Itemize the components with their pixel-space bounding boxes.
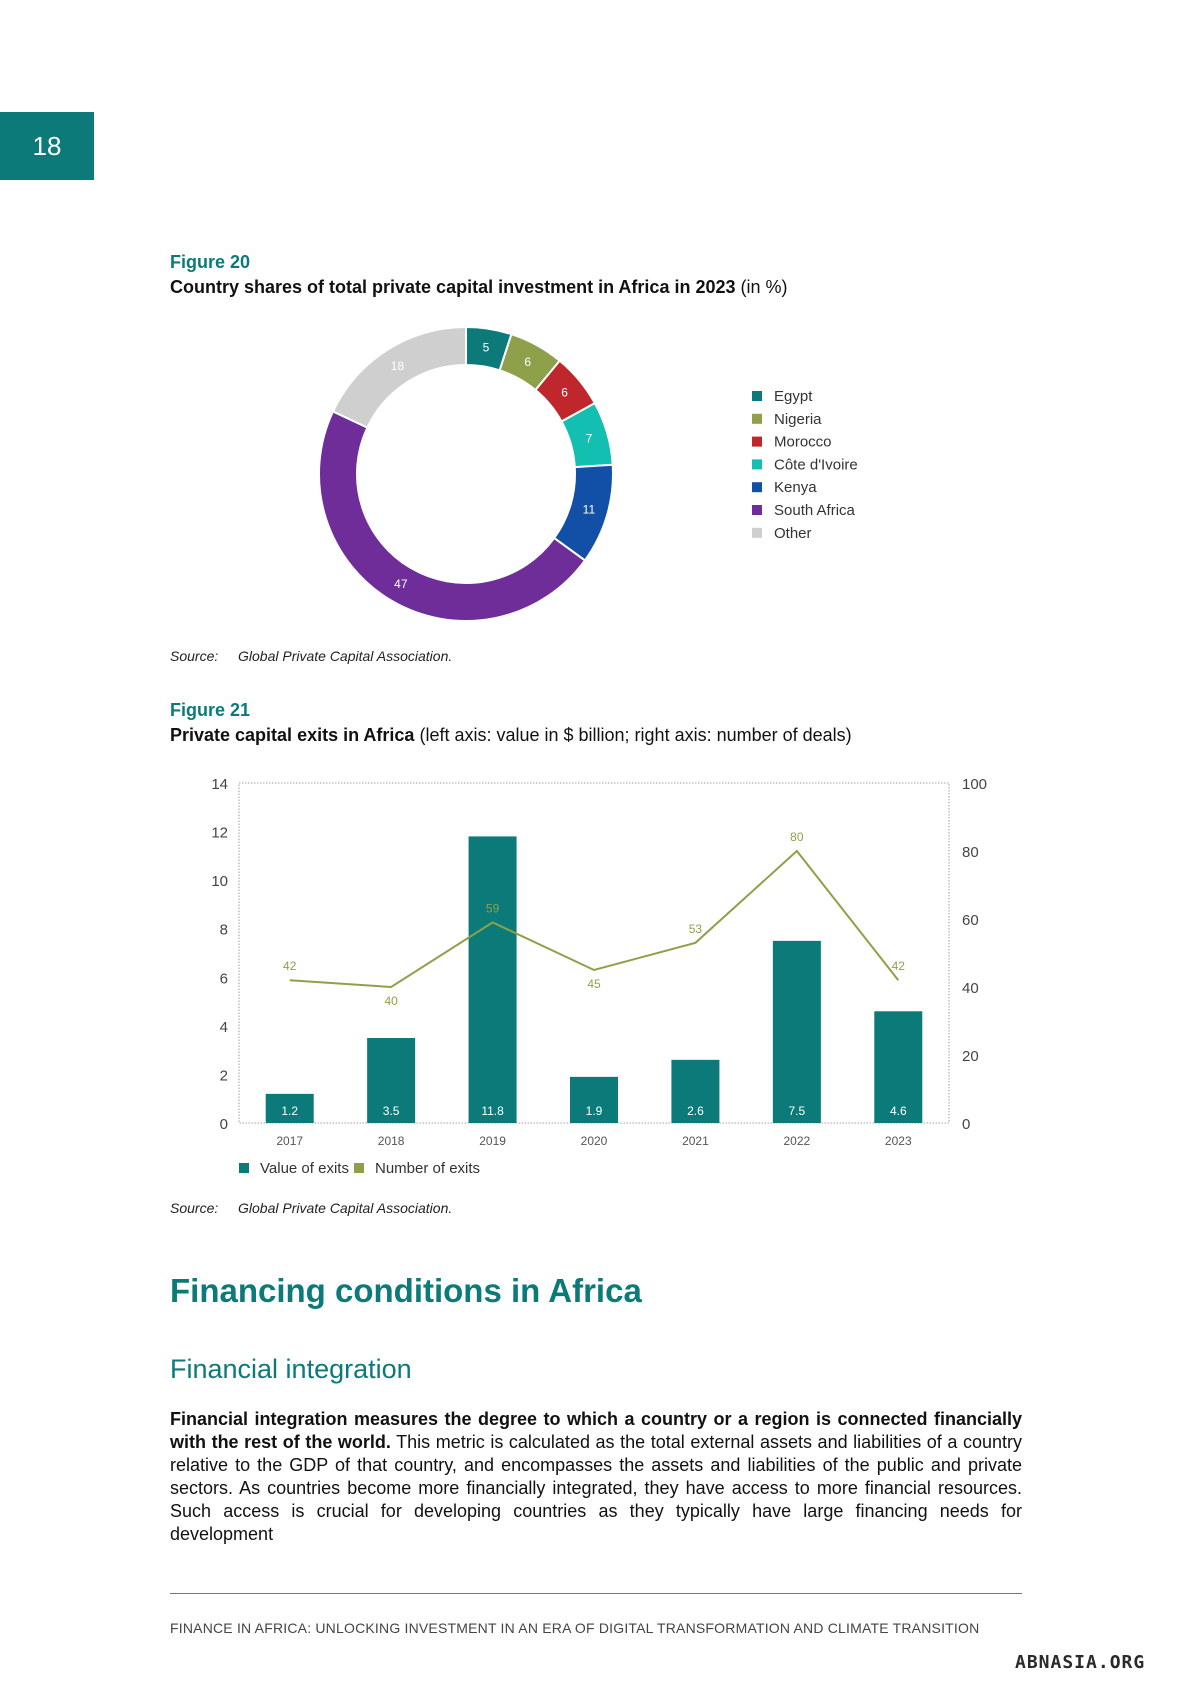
bar-value-label: 3.5 [383, 1104, 400, 1118]
x-axis-tick: 2021 [682, 1134, 709, 1148]
left-axis-tick: 4 [220, 1019, 228, 1036]
bar-value-label: 11.8 [481, 1104, 504, 1118]
figure-21-title: Private capital exits in Africa (left ax… [170, 725, 852, 746]
figure-21-source-text: Global Private Capital Association. [238, 1200, 453, 1216]
right-axis-tick: 20 [962, 1048, 979, 1065]
figure-20-source-label: Source: [170, 648, 219, 664]
figure-20-label: Figure 20 [170, 252, 251, 272]
body-paragraph-rest: This metric is calculated as the total e… [170, 1432, 1022, 1544]
line-value-label: 59 [486, 901, 500, 915]
section-heading: Financing conditions in Africa [170, 1272, 642, 1309]
legend-label: Nigeria [774, 411, 822, 428]
bar-value-label: 7.5 [789, 1104, 806, 1118]
left-axis-tick: 14 [211, 776, 228, 793]
legend-swatch [239, 1163, 249, 1173]
line-value-label: 42 [892, 959, 906, 973]
right-axis-tick: 60 [962, 912, 979, 929]
footer-divider [170, 1593, 1022, 1594]
line-value-label: 80 [790, 830, 804, 844]
watermark-text: ABNASIA.ORG [1015, 1652, 1146, 1673]
x-axis-tick: 2022 [784, 1134, 811, 1148]
bar-2020 [570, 1076, 618, 1123]
legend-label: Morocco [774, 434, 832, 451]
combo-chart: 0 2 4 6 8 10 12 14 0 20 40 60 80 100 1.2 3.5 11.8 1.9 2.6 7… [211, 776, 987, 1177]
body-paragraph-lead: Financial integration measures the degre… [170, 1409, 1022, 1452]
legend-swatch [752, 482, 762, 493]
figure-21-title-main: Private capital exits in Africa [170, 725, 415, 745]
bar-2018 [367, 1038, 416, 1123]
line-value-label: 40 [384, 994, 398, 1008]
figure-21-source-label: Source: [170, 1200, 219, 1216]
legend-swatch [752, 459, 762, 470]
right-axis-tick: 100 [962, 776, 987, 793]
figure-20-title-main: Country shares of total private capital … [170, 277, 736, 297]
donut-slice-label: 11 [583, 503, 596, 517]
x-axis-tick: 2018 [378, 1134, 405, 1148]
left-axis-tick: 8 [220, 922, 228, 939]
figure-20-source: Source: Global Private Capital Associatio… [170, 648, 452, 664]
figure-21-label: Figure 21 [170, 700, 251, 720]
line-value-label: 53 [689, 922, 703, 936]
donut-slice-label: 6 [561, 385, 568, 399]
right-axis-tick: 80 [962, 844, 979, 861]
legend-swatch [752, 436, 762, 447]
bar-value-label: 1.2 [281, 1104, 298, 1118]
legend-label: Egypt [774, 388, 813, 405]
x-axis-tick: 2019 [479, 1134, 506, 1148]
page-number-tab: 18 [0, 112, 94, 180]
donut-chart: 5 6 6 7 11 47 18 [318, 325, 614, 622]
line-value-label: 45 [587, 977, 601, 991]
legend-swatch [354, 1163, 364, 1173]
legend-label: Value of exits [260, 1160, 349, 1177]
body-paragraph: Financial integration measures the degre… [170, 1408, 1022, 1546]
line-value-label: 42 [283, 959, 297, 973]
legend-swatch [752, 413, 762, 424]
left-axis-tick: 12 [211, 825, 228, 842]
line-number-of-exits [289, 849, 900, 989]
figure-20-title-unit: (in %) [735, 277, 788, 297]
donut-slice-label: 7 [586, 431, 593, 445]
donut-slice-label: 5 [483, 341, 490, 355]
bar-2023 [874, 1011, 923, 1123]
legend-label: Côte d'Ivoire [774, 456, 858, 473]
bar-2022 [772, 940, 821, 1123]
bar-value-label: 4.6 [890, 1104, 907, 1118]
right-axis-tick: 0 [962, 1116, 970, 1133]
x-axis-tick: 2017 [276, 1134, 303, 1148]
left-axis-tick: 0 [220, 1116, 228, 1133]
figure-21-title-note: (left axis: value in $ billion; right ax… [414, 725, 852, 745]
left-axis-tick: 6 [220, 970, 228, 987]
x-axis-tick: 2023 [885, 1134, 912, 1148]
right-axis-tick: 40 [962, 980, 979, 997]
donut-slice-label: 6 [524, 355, 531, 369]
bar-2019 [468, 836, 517, 1123]
donut-slice-label: 47 [394, 577, 408, 591]
legend-swatch [752, 527, 762, 538]
figure-20-source-text: Global Private Capital Association. [238, 648, 453, 664]
figure-20-title: Country shares of total private capital … [170, 277, 788, 298]
donut-legend: Egypt Nigeria Morocco Côte d'Ivoire Kenya Sou… [752, 388, 858, 542]
legend-label: Number of exits [375, 1160, 480, 1177]
figure-21-source: Source: Global Private Capital Associatio… [170, 1200, 452, 1216]
subsection-heading: Financial integration [170, 1354, 412, 1384]
running-footer: FINANCE IN AFRICA: UNLOCKING INVESTMENT … [170, 1620, 980, 1636]
legend-swatch [752, 391, 762, 401]
donut-slice-south-africa [318, 410, 587, 622]
left-axis-tick: 2 [220, 1067, 228, 1084]
legend-label: Other [774, 525, 812, 542]
bar-2017 [265, 1093, 314, 1123]
x-axis-tick: 2020 [581, 1134, 608, 1148]
plot-frame [238, 782, 950, 1124]
donut-slice-label: 18 [391, 359, 405, 373]
donut-slice-other [331, 325, 467, 429]
bar-2021 [671, 1059, 720, 1123]
legend-label: Kenya [774, 479, 817, 496]
legend-label: South Africa [774, 502, 856, 519]
legend-swatch [752, 505, 762, 515]
left-axis-tick: 10 [211, 873, 228, 890]
bar-value-label: 2.6 [687, 1104, 704, 1118]
bar-value-label: 1.9 [586, 1104, 603, 1118]
